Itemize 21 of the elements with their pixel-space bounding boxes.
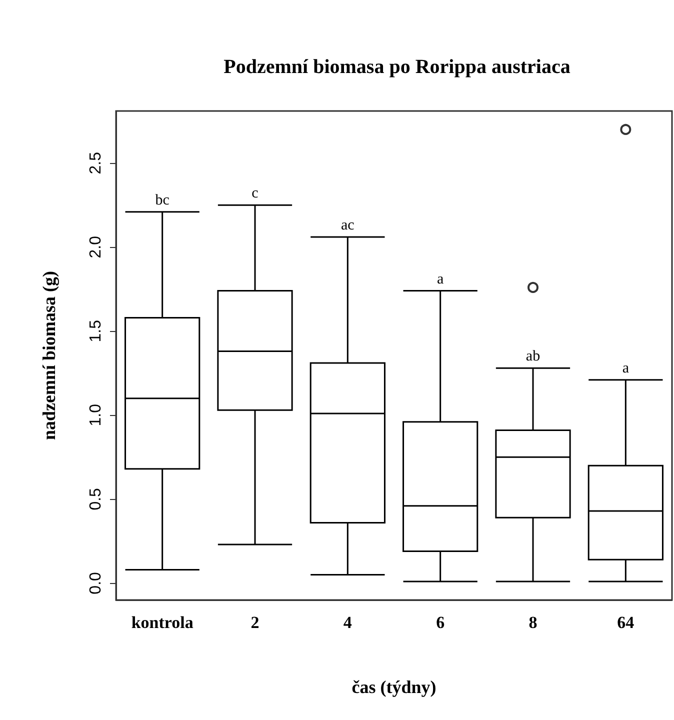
annotation: bc bbox=[155, 192, 170, 208]
annotation: ac bbox=[341, 218, 355, 234]
y-tick-label: 1.5 bbox=[88, 320, 104, 342]
y-axis-title: nadzemní biomasa (g) bbox=[39, 270, 59, 440]
x-tick-label: 2 bbox=[250, 613, 260, 632]
x-tick-label: 4 bbox=[343, 613, 352, 632]
x-tick-label: 6 bbox=[436, 613, 445, 632]
annotation: a bbox=[622, 360, 630, 376]
y-tick-label: 0.5 bbox=[88, 488, 104, 510]
y-tick-label: 1.0 bbox=[88, 404, 104, 426]
annotation: a bbox=[436, 271, 444, 288]
x-tick-label: 8 bbox=[528, 613, 538, 632]
x-tick-label: 64 bbox=[617, 613, 635, 632]
y-tick-label: 2.5 bbox=[88, 152, 104, 174]
y-tick-label: 2.0 bbox=[88, 236, 104, 258]
y-tick-label: 0.0 bbox=[88, 572, 104, 594]
annotation: ab bbox=[526, 348, 540, 365]
x-axis-title: čas (týdny) bbox=[352, 677, 436, 697]
x-tick-label: kontrola bbox=[131, 613, 194, 632]
chart-title: Podzemní biomasa po Rorippa austriaca bbox=[224, 56, 570, 78]
annotation: c bbox=[252, 186, 259, 202]
